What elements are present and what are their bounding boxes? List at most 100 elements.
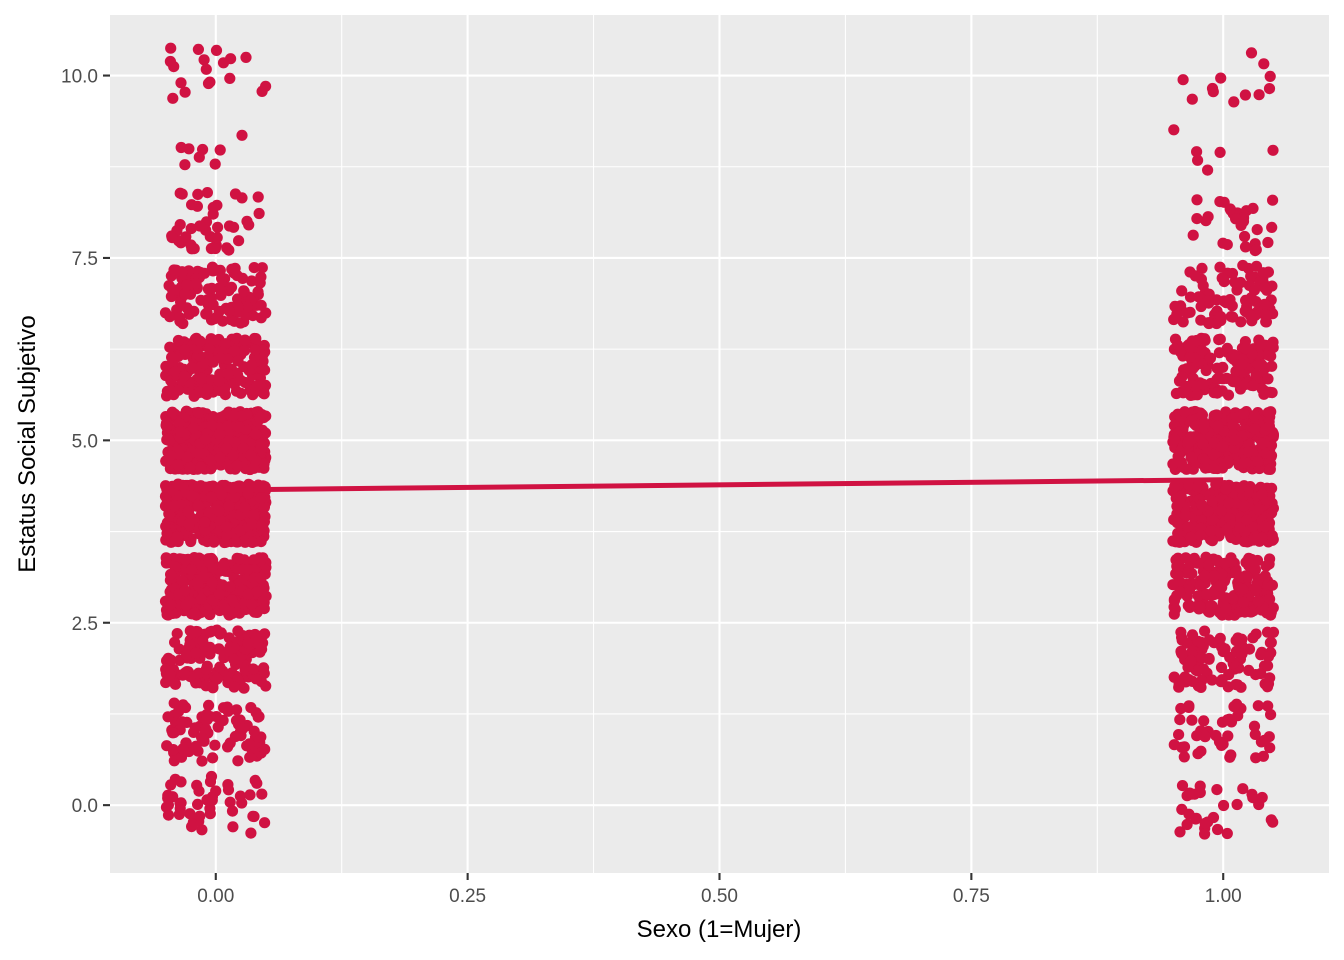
data-point (1173, 729, 1185, 741)
data-point (1238, 500, 1250, 512)
data-point (244, 789, 256, 801)
data-point (1197, 378, 1209, 390)
data-point (193, 151, 205, 163)
data-point (253, 207, 265, 220)
data-point (1192, 590, 1204, 602)
data-point (1252, 456, 1264, 468)
data-point (255, 492, 267, 504)
data-point (257, 552, 269, 564)
data-point (1217, 361, 1229, 373)
data-point (1230, 679, 1242, 691)
data-point (250, 428, 262, 440)
data-point (1203, 317, 1215, 330)
data-point (1208, 449, 1220, 461)
data-point (1202, 164, 1214, 176)
data-point (213, 375, 225, 387)
data-point (1233, 571, 1245, 583)
data-point (207, 752, 219, 764)
data-point (1264, 637, 1276, 649)
data-point (207, 681, 219, 693)
data-point (178, 668, 190, 680)
data-point (169, 500, 181, 512)
data-point (217, 714, 229, 727)
data-point (1219, 557, 1231, 569)
data-point (1194, 601, 1206, 613)
data-point (1203, 559, 1215, 571)
data-point (228, 653, 240, 666)
data-point (1192, 748, 1204, 760)
data-point (1186, 93, 1198, 105)
data-point (1216, 272, 1228, 284)
data-point (1263, 83, 1276, 95)
data-point (1262, 373, 1274, 385)
data-point (233, 421, 245, 433)
data-point (1266, 579, 1278, 591)
data-point (255, 271, 267, 283)
data-point (1187, 229, 1199, 241)
data-point (1214, 146, 1226, 158)
regression-line (215, 477, 1224, 493)
data-point (1239, 230, 1251, 243)
data-point (1195, 681, 1207, 694)
data-point (251, 379, 264, 392)
data-point (166, 406, 178, 418)
data-point (181, 451, 193, 463)
data-point (1267, 336, 1279, 348)
data-point (239, 334, 251, 346)
data-point (179, 86, 191, 98)
data-point (1178, 741, 1191, 753)
data-point (1176, 648, 1188, 660)
data-point (248, 262, 260, 274)
data-point (1265, 709, 1277, 721)
data-point (161, 390, 173, 402)
data-point (1208, 462, 1220, 474)
y-axis-title: Estatus Social Subjetivo (14, 315, 41, 572)
data-point (161, 527, 173, 540)
data-point (250, 707, 262, 719)
data-point (1215, 661, 1228, 674)
data-point (1180, 552, 1192, 564)
data-point (1259, 520, 1271, 532)
data-point (1259, 385, 1271, 397)
data-point (168, 697, 180, 709)
data-point (1264, 70, 1276, 82)
data-point (251, 586, 263, 598)
data-point (186, 362, 198, 374)
data-point (226, 805, 239, 817)
data-point (169, 366, 181, 378)
data-point (1185, 655, 1197, 667)
data-point (1247, 380, 1259, 392)
data-point (1250, 260, 1263, 272)
data-point (240, 51, 252, 64)
data-point (174, 312, 186, 324)
data-point (1223, 497, 1235, 509)
data-point (1224, 203, 1236, 215)
data-point (1189, 270, 1201, 282)
data-point (216, 272, 228, 284)
data-point (1194, 787, 1206, 799)
data-point (176, 716, 188, 728)
data-point (1234, 522, 1246, 534)
data-point (1237, 783, 1249, 795)
data-point (220, 442, 232, 454)
data-point (212, 221, 224, 233)
data-point (1180, 380, 1192, 392)
data-point (1182, 521, 1194, 533)
data-point (228, 681, 240, 693)
data-point (186, 199, 198, 211)
data-point (1228, 701, 1240, 713)
data-point (178, 370, 190, 382)
data-point (1255, 338, 1267, 351)
data-point (206, 794, 218, 806)
data-point (1197, 438, 1209, 450)
data-point (1230, 635, 1242, 647)
data-point (202, 77, 215, 90)
data-point (198, 267, 211, 279)
data-point (173, 808, 185, 821)
data-point (1257, 750, 1269, 762)
data-point (200, 663, 212, 676)
data-point (186, 243, 198, 255)
data-point (203, 699, 215, 712)
data-point (1251, 554, 1264, 567)
